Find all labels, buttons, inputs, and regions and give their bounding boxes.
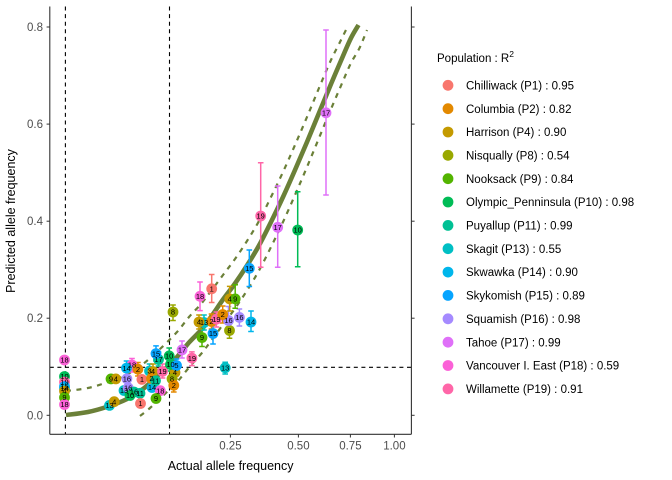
svg-text:1: 1 [140, 375, 144, 384]
svg-text:13: 13 [221, 364, 229, 373]
svg-text:13: 13 [200, 318, 208, 327]
svg-text:14: 14 [60, 384, 68, 393]
svg-text:9: 9 [62, 393, 66, 402]
svg-text:15: 15 [152, 349, 160, 358]
svg-text:Skykomish (P15) : 0.89: Skykomish (P15) : 0.89 [466, 291, 585, 303]
svg-text:0.75: 0.75 [339, 441, 361, 453]
svg-text:10: 10 [126, 391, 134, 400]
svg-text:Harrison (P4) : 0.90: Harrison (P4) : 0.90 [466, 127, 566, 139]
svg-text:14: 14 [148, 383, 156, 392]
svg-text:Willamette (P19) : 0.91: Willamette (P19) : 0.91 [466, 384, 583, 396]
svg-text:0.8: 0.8 [27, 22, 43, 34]
svg-text:8: 8 [171, 308, 175, 317]
svg-text:5: 5 [174, 361, 178, 370]
svg-text:2: 2 [221, 310, 225, 319]
svg-text:13: 13 [120, 386, 128, 395]
svg-text:10: 10 [294, 226, 302, 235]
svg-text:4: 4 [114, 375, 118, 384]
svg-text:Olympic_Penninsula (P10) : 0.9: Olympic_Penninsula (P10) : 0.98 [466, 197, 634, 209]
svg-text:0.6: 0.6 [27, 119, 43, 131]
svg-text:2: 2 [172, 381, 176, 390]
svg-text:17: 17 [154, 355, 162, 364]
svg-text:8: 8 [170, 375, 174, 384]
svg-text:4: 4 [151, 367, 155, 376]
svg-text:10: 10 [166, 360, 174, 369]
svg-text:19: 19 [188, 354, 196, 363]
svg-text:2: 2 [136, 365, 140, 374]
svg-text:Vancouver I. East (P18) : 0.59: Vancouver I. East (P18) : 0.59 [466, 361, 619, 373]
svg-text:17: 17 [274, 223, 282, 232]
svg-text:18: 18 [60, 356, 68, 365]
svg-text:19: 19 [158, 367, 166, 376]
svg-text:1: 1 [138, 399, 142, 408]
svg-text:Tahoe (P17) : 0.99: Tahoe (P17) : 0.99 [466, 337, 561, 349]
svg-text:2: 2 [149, 374, 153, 383]
svg-text:Actual allele frequency: Actual allele frequency [168, 459, 295, 473]
svg-text:9: 9 [200, 333, 204, 342]
svg-text:Nooksack (P9) : 0.84: Nooksack (P9) : 0.84 [466, 174, 574, 186]
svg-text:16: 16 [235, 313, 243, 322]
svg-text:14: 14 [247, 318, 255, 327]
svg-text:Skwawka (P14) : 0.90: Skwawka (P14) : 0.90 [466, 267, 578, 279]
svg-text:0.50: 0.50 [287, 441, 309, 453]
svg-text:8: 8 [227, 326, 231, 335]
svg-text:9: 9 [154, 394, 158, 403]
svg-text:19: 19 [60, 378, 68, 387]
svg-text:0.2: 0.2 [27, 313, 43, 325]
svg-text:Chilliwack (P1) : 0.95: Chilliwack (P1) : 0.95 [466, 80, 574, 92]
svg-text:16: 16 [123, 375, 131, 384]
svg-text:Columbia (P2) : 0.82: Columbia (P2) : 0.82 [466, 104, 571, 116]
svg-text:0.25: 0.25 [219, 441, 241, 453]
svg-text:18: 18 [128, 361, 136, 370]
svg-text:18: 18 [156, 386, 164, 395]
svg-text:18: 18 [196, 292, 204, 301]
svg-text:10: 10 [165, 352, 173, 361]
svg-text:4: 4 [228, 295, 232, 304]
svg-text:10: 10 [60, 372, 68, 381]
svg-text:18: 18 [60, 400, 68, 409]
svg-text:3: 3 [147, 367, 151, 376]
svg-text:15: 15 [245, 264, 253, 273]
svg-text:Nisqually (P8) : 0.54: Nisqually (P8) : 0.54 [466, 150, 570, 162]
svg-text:Population : R2: Population : R2 [437, 49, 514, 65]
svg-text:15: 15 [60, 382, 68, 391]
svg-text:19: 19 [257, 212, 265, 221]
svg-text:4: 4 [173, 368, 177, 377]
svg-text:0.0: 0.0 [27, 410, 43, 422]
svg-text:0.4: 0.4 [27, 216, 44, 228]
svg-text:4: 4 [62, 387, 66, 396]
svg-text:Skagit (P13) : 0.55: Skagit (P13) : 0.55 [466, 244, 561, 256]
svg-text:Squamish (P16) : 0.98: Squamish (P16) : 0.98 [466, 314, 580, 326]
svg-text:16: 16 [224, 316, 232, 325]
svg-text:Predicted allele frequency: Predicted allele frequency [4, 148, 18, 293]
svg-text:2: 2 [209, 317, 213, 326]
svg-text:9: 9 [233, 295, 237, 304]
svg-text:1.00: 1.00 [383, 441, 405, 453]
svg-text:4: 4 [112, 397, 116, 406]
svg-text:17: 17 [178, 346, 186, 355]
svg-text:1: 1 [210, 285, 214, 294]
svg-text:4: 4 [197, 318, 201, 327]
svg-text:13: 13 [105, 401, 113, 410]
svg-text:16: 16 [130, 388, 138, 397]
svg-text:9: 9 [109, 375, 113, 384]
svg-text:16: 16 [124, 384, 132, 393]
svg-text:Puyallup (P11) : 0.99: Puyallup (P11) : 0.99 [466, 221, 573, 233]
svg-text:15: 15 [209, 329, 217, 338]
svg-text:11: 11 [152, 377, 160, 386]
svg-text:17: 17 [322, 109, 330, 118]
svg-text:19: 19 [212, 315, 220, 324]
svg-text:11: 11 [136, 389, 144, 398]
svg-text:14: 14 [122, 364, 130, 373]
